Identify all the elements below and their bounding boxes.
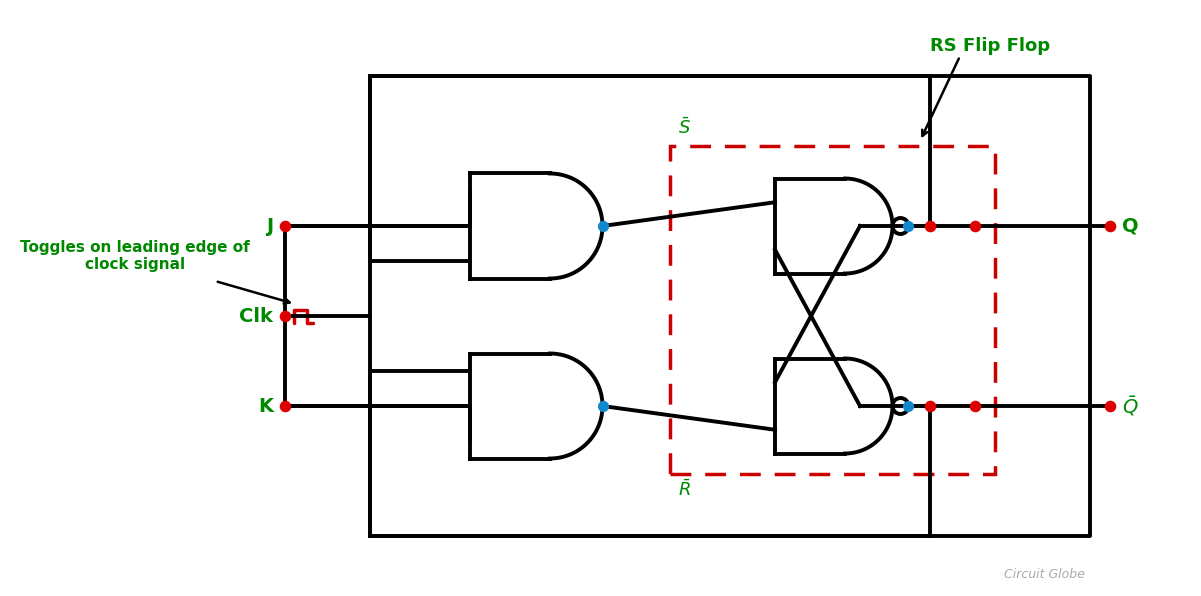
Point	[593, 401, 613, 411]
Point	[920, 401, 939, 411]
Text: Toggles on leading edge of
clock signal: Toggles on leading edge of clock signal	[20, 240, 250, 272]
Point	[1100, 401, 1119, 411]
Point	[1100, 221, 1119, 231]
Text: J: J	[265, 216, 273, 235]
Point	[898, 401, 918, 411]
Text: K: K	[258, 396, 273, 415]
Text: $\bar{R}$: $\bar{R}$	[679, 479, 691, 499]
Point	[593, 221, 613, 231]
Point	[898, 221, 918, 231]
Point	[275, 311, 294, 321]
Point	[920, 221, 939, 231]
Text: Circuit Globe: Circuit Globe	[1004, 567, 1085, 581]
Text: RS Flip Flop: RS Flip Flop	[930, 37, 1050, 55]
Text: $\bar{S}$: $\bar{S}$	[679, 117, 691, 138]
Point	[275, 221, 294, 231]
Point	[275, 401, 294, 411]
Point	[966, 401, 985, 411]
Text: Clk: Clk	[239, 306, 273, 325]
Text: Q: Q	[1122, 216, 1139, 235]
Text: $\bar{Q}$: $\bar{Q}$	[1122, 394, 1139, 418]
Point	[966, 221, 985, 231]
